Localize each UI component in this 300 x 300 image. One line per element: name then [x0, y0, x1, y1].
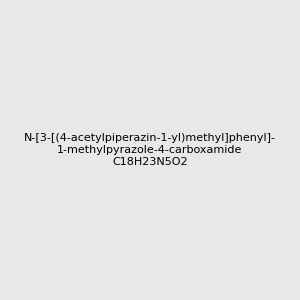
Text: N-[3-[(4-acetylpiperazin-1-yl)methyl]phenyl]-
1-methylpyrazole-4-carboxamide
C18: N-[3-[(4-acetylpiperazin-1-yl)methyl]phe…: [24, 134, 276, 166]
